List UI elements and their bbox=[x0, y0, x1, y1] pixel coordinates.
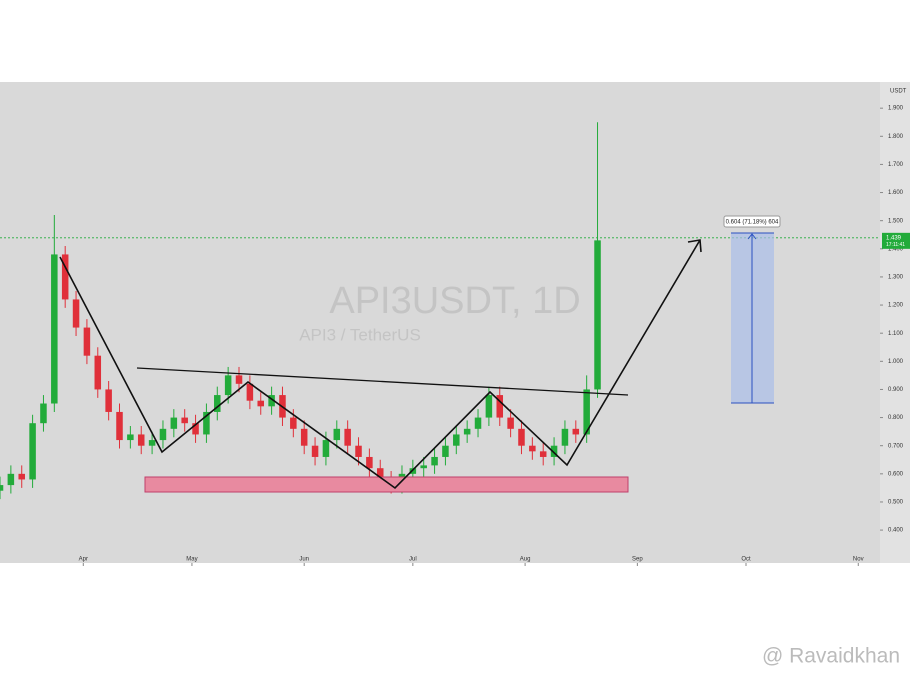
candle-body bbox=[0, 485, 4, 491]
candle-body bbox=[94, 355, 102, 390]
x-tick-label: Jul bbox=[409, 557, 417, 563]
x-tick-label: Nov bbox=[853, 557, 864, 563]
candle-body bbox=[137, 434, 145, 446]
countdown: 17:11:41 bbox=[886, 242, 905, 248]
candle-body bbox=[224, 375, 232, 396]
candle-body bbox=[431, 456, 438, 466]
price-axis bbox=[880, 82, 910, 563]
y-tick-label: 1.800 bbox=[888, 134, 904, 140]
candle-body bbox=[18, 473, 25, 480]
last-price-box bbox=[882, 232, 910, 249]
y-tick-label: 0.600 bbox=[888, 471, 904, 477]
candle-body bbox=[561, 428, 569, 446]
y-tick-label: 0.500 bbox=[888, 500, 904, 506]
y-tick-label: 0.700 bbox=[888, 443, 904, 449]
candle-body bbox=[333, 428, 341, 441]
candle-body bbox=[159, 428, 167, 441]
candle-body bbox=[311, 445, 319, 457]
candle-body bbox=[181, 417, 188, 424]
candle-body bbox=[214, 395, 221, 412]
candle-body bbox=[116, 411, 123, 441]
arrow-head bbox=[687, 239, 702, 253]
y-tick-label: 1.000 bbox=[888, 359, 904, 365]
y-tick-label: 0.800 bbox=[888, 415, 904, 421]
y-tick-label: 1.400 bbox=[888, 246, 904, 252]
candle-body bbox=[235, 375, 243, 384]
candle-body bbox=[268, 395, 275, 407]
candle-body bbox=[507, 417, 514, 429]
x-tick-label: May bbox=[186, 557, 197, 563]
candle-body bbox=[105, 389, 112, 412]
measure-label-box bbox=[723, 215, 781, 228]
candle-body bbox=[72, 299, 80, 328]
y-tick-label: 1.300 bbox=[888, 275, 904, 281]
candle-body bbox=[518, 428, 525, 446]
candle-body bbox=[322, 440, 330, 457]
last-price-label: 1.439 bbox=[886, 235, 902, 241]
candle-body bbox=[355, 445, 362, 457]
x-tick-label: Aug bbox=[520, 557, 531, 563]
candle-body bbox=[7, 473, 15, 486]
candle-body bbox=[485, 395, 493, 418]
support-zone bbox=[144, 476, 629, 493]
measure-arrow-head bbox=[747, 233, 757, 240]
candle-body bbox=[83, 327, 91, 356]
symbol-subtitle: API3 / TetherUS bbox=[299, 325, 421, 344]
candle-body bbox=[51, 254, 58, 404]
candle-body bbox=[583, 389, 590, 435]
candle-body bbox=[442, 445, 449, 457]
candle-body bbox=[366, 456, 373, 469]
y-tick-label: 0.400 bbox=[888, 528, 904, 534]
y-tick-label: 1.100 bbox=[888, 331, 904, 337]
x-tick-label: Apr bbox=[79, 557, 88, 563]
neckline bbox=[136, 367, 629, 396]
candle-body bbox=[257, 400, 264, 407]
y-tick-label: 1.200 bbox=[888, 303, 904, 309]
candle-body bbox=[463, 428, 471, 435]
candle-body bbox=[550, 445, 558, 457]
candle-body bbox=[453, 434, 460, 446]
candle-body bbox=[420, 465, 427, 469]
candle-body bbox=[203, 411, 210, 435]
candle-body bbox=[192, 423, 199, 435]
candle-body bbox=[344, 428, 351, 446]
x-tick-label: Sep bbox=[632, 557, 643, 563]
y-tick-label: 1.700 bbox=[888, 162, 904, 168]
y-tick-label: 1.600 bbox=[888, 190, 904, 196]
watermark: @ Ravaidkhan bbox=[762, 645, 900, 668]
candle-body bbox=[572, 428, 580, 435]
currency-label: USDT bbox=[890, 89, 907, 95]
candle-body bbox=[529, 445, 536, 452]
candle-body bbox=[170, 417, 178, 429]
candle-body bbox=[148, 440, 156, 446]
y-tick-label: 1.500 bbox=[888, 218, 904, 224]
candle-body bbox=[290, 417, 297, 429]
measure-label: 0.604 (71.18%) 604 bbox=[726, 220, 779, 226]
candle-body bbox=[539, 451, 547, 457]
symbol-watermark: API3USDT, 1D bbox=[329, 280, 580, 322]
pattern-path bbox=[59, 239, 701, 490]
x-tick-label: Oct bbox=[741, 557, 751, 563]
candle-body bbox=[246, 383, 254, 401]
y-tick-label: 0.900 bbox=[888, 387, 904, 393]
candle-body bbox=[40, 403, 47, 424]
candle-body bbox=[29, 423, 36, 480]
candle-body bbox=[61, 254, 69, 300]
x-tick-label: Jun bbox=[299, 557, 309, 563]
candle-body bbox=[496, 395, 504, 418]
candle-body bbox=[127, 434, 134, 441]
candle-body bbox=[474, 417, 482, 429]
candle-body bbox=[594, 240, 601, 390]
candle-body bbox=[300, 428, 308, 446]
candle-body bbox=[376, 468, 384, 480]
y-tick-label: 1.900 bbox=[888, 106, 904, 112]
